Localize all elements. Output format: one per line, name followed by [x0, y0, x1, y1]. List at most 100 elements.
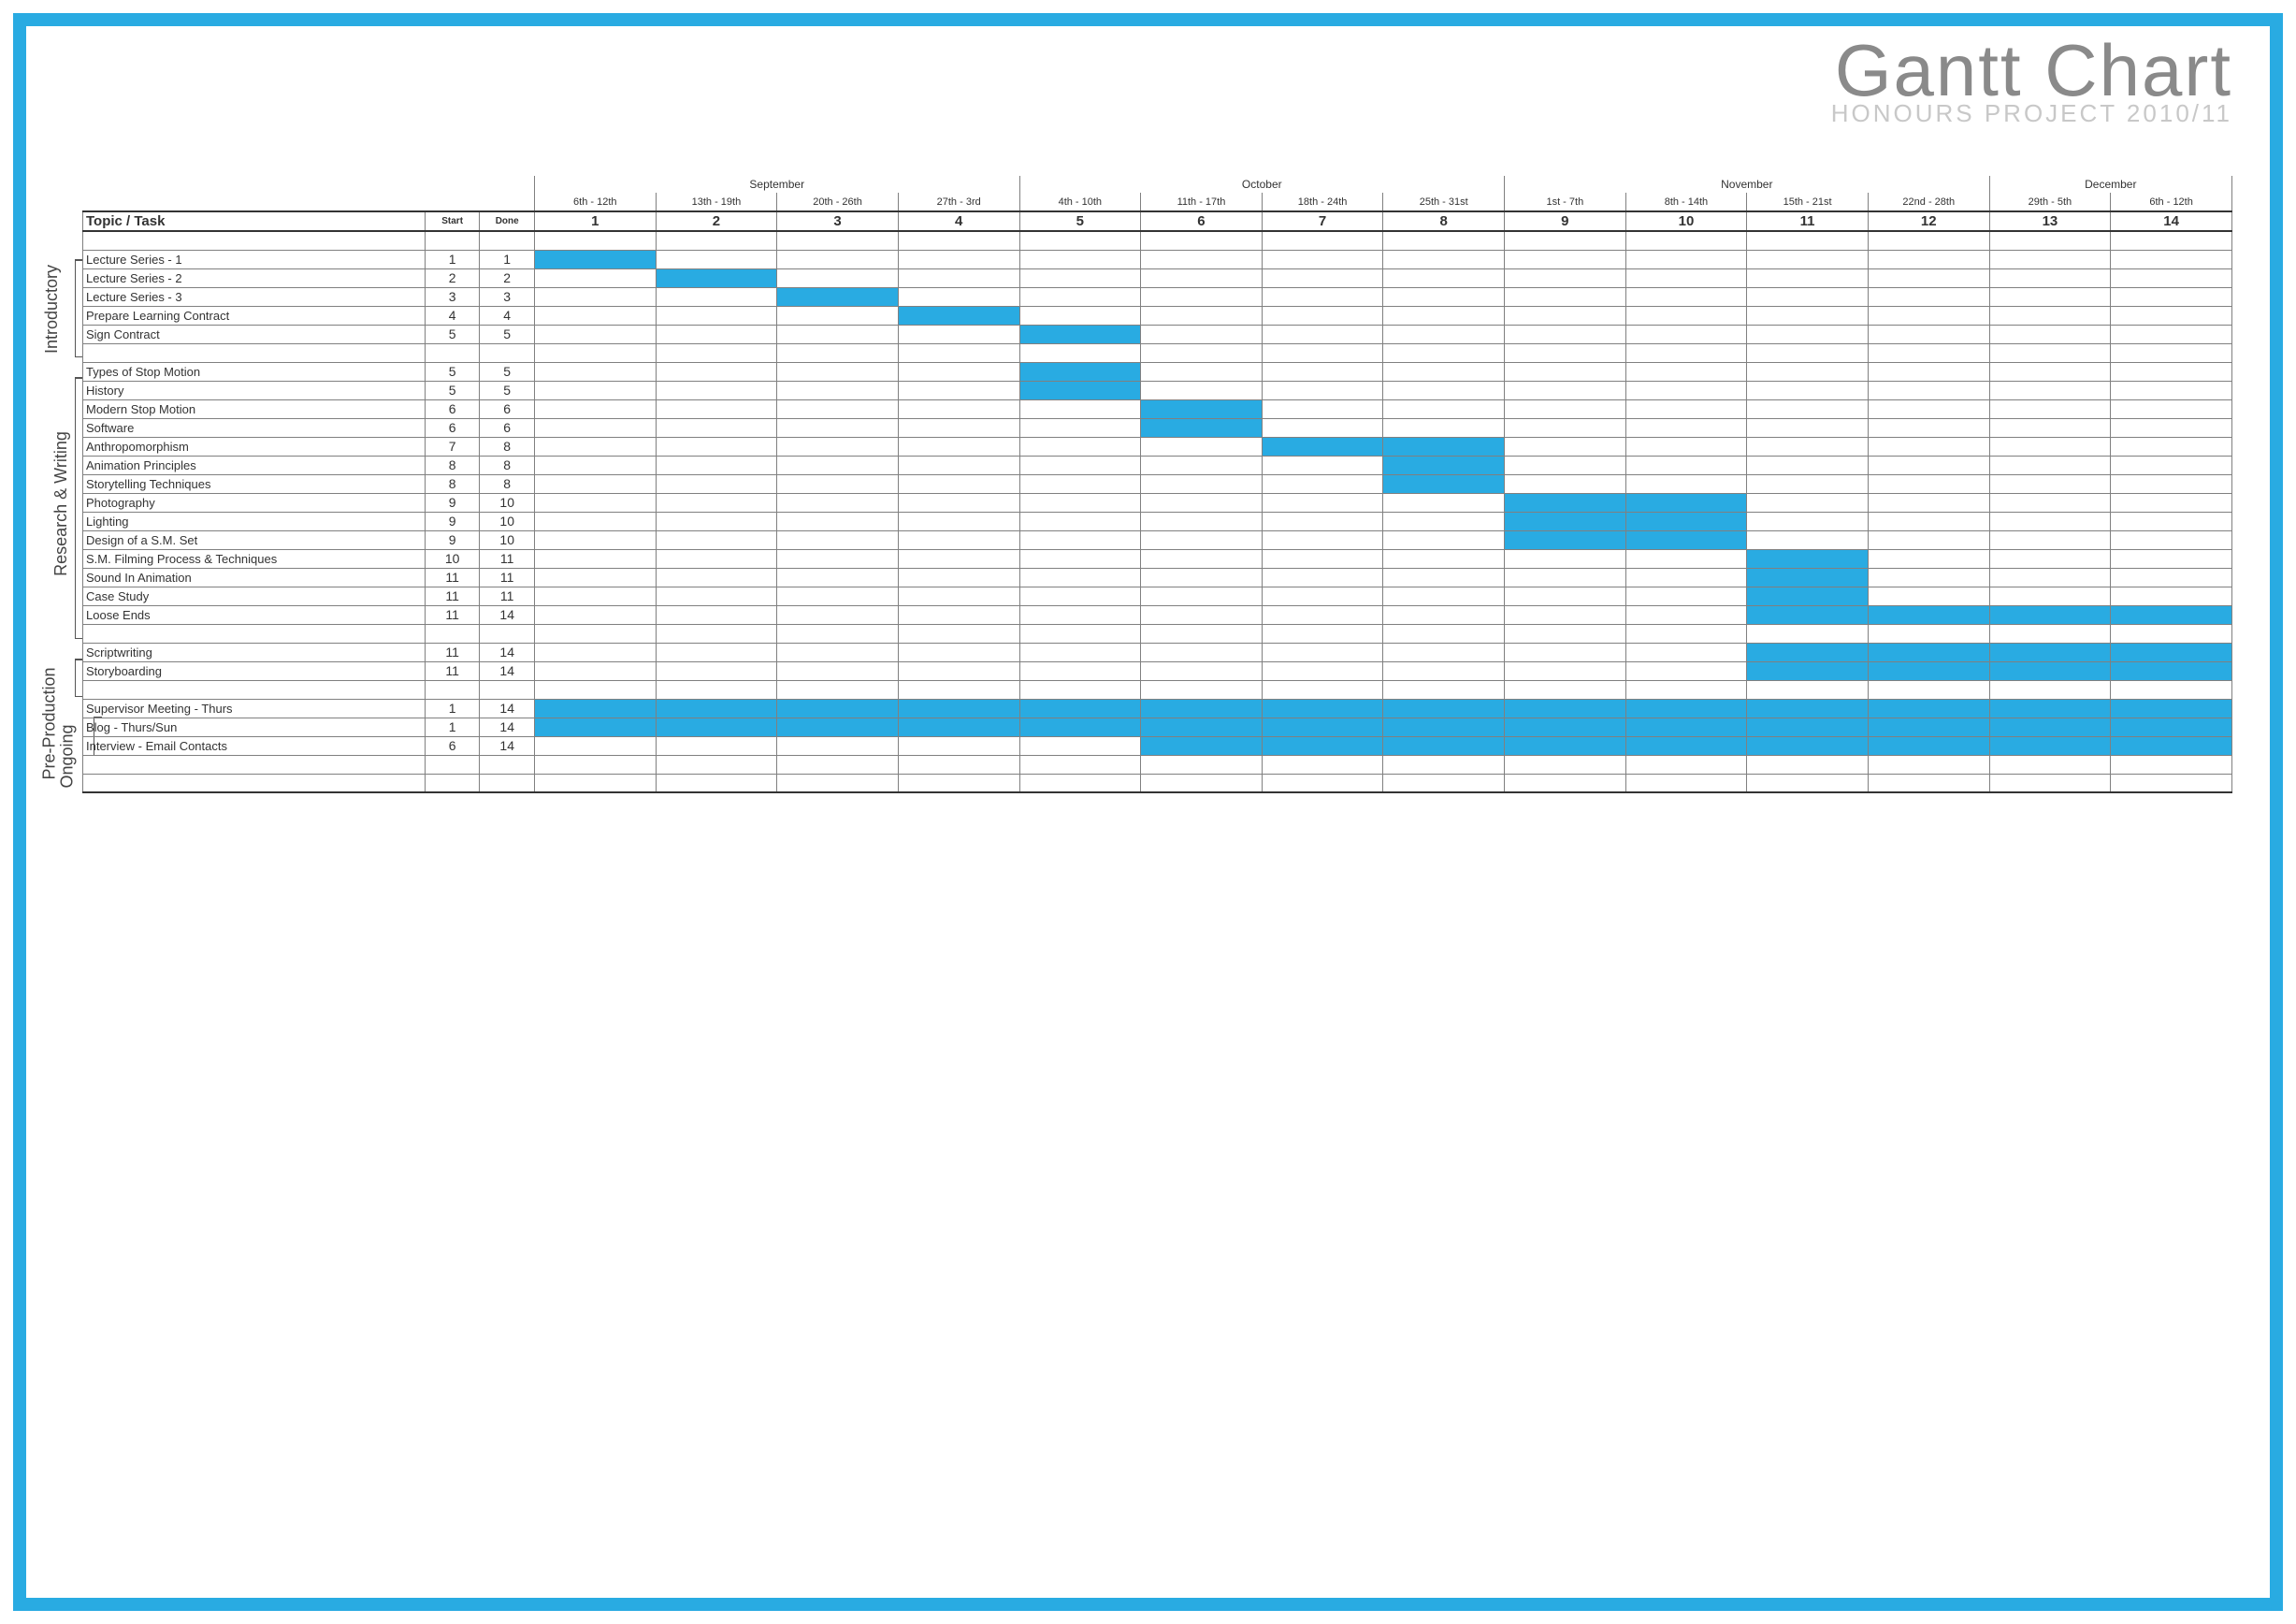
- gantt-cell: [2111, 643, 2232, 661]
- gantt-cell: [1868, 474, 1989, 493]
- gantt-cell: [1383, 774, 1505, 792]
- gantt-cell: [1019, 287, 1141, 306]
- gantt-cell: [1505, 624, 1626, 643]
- gantt-cell: [1505, 474, 1626, 493]
- gantt-cell: [898, 549, 1019, 568]
- task-row: Animation Principles88: [83, 456, 2232, 474]
- gantt-cell: [2111, 437, 2232, 456]
- gantt-cell: [1625, 306, 1747, 325]
- gantt-cell: [1625, 624, 1747, 643]
- task-row: Scriptwriting1114: [83, 643, 2232, 661]
- gantt-cell: [1505, 250, 1626, 268]
- gantt-cell: [898, 736, 1019, 755]
- gantt-cell: [534, 474, 656, 493]
- gantt-cell: [1625, 718, 1747, 736]
- gantt-cell: [1625, 568, 1747, 587]
- gantt-cell: [1019, 231, 1141, 250]
- task-row: Storyboarding1114: [83, 661, 2232, 680]
- gantt-cell: [656, 718, 777, 736]
- gantt-cell: [1019, 549, 1141, 568]
- gantt-cell: [1019, 250, 1141, 268]
- gantt-cell: [534, 493, 656, 512]
- gantt-cell: [1019, 587, 1141, 605]
- title-block: Gantt Chart HONOURS PROJECT 2010/11: [1831, 34, 2232, 128]
- gantt-cell: [898, 605, 1019, 624]
- gantt-cell: [1141, 456, 1263, 474]
- gantt-cell: [1868, 699, 1989, 718]
- gantt-cell: [1383, 381, 1505, 399]
- gantt-cell: [1868, 643, 1989, 661]
- gantt-cell: [1868, 493, 1989, 512]
- gantt-cell: [1019, 680, 1141, 699]
- task-name: S.M. Filming Process & Techniques: [83, 549, 426, 568]
- spacer-row: [83, 624, 2232, 643]
- task-done: 6: [480, 399, 535, 418]
- gantt-cell: [1989, 456, 2111, 474]
- gantt-cell: [777, 587, 899, 605]
- gantt-cell: [1505, 699, 1626, 718]
- gantt-cell: [2111, 774, 2232, 792]
- task-done: 10: [480, 493, 535, 512]
- task-done: 10: [480, 512, 535, 530]
- task-start: 5: [425, 362, 480, 381]
- gantt-cell: [1262, 381, 1383, 399]
- gantt-cell: [1747, 624, 1869, 643]
- task-start: 11: [425, 605, 480, 624]
- task-row: Anthropomorphism78: [83, 437, 2232, 456]
- task-start: 9: [425, 493, 480, 512]
- gantt-cell: [1747, 718, 1869, 736]
- gantt-cell: [2111, 699, 2232, 718]
- gantt-cell: [777, 643, 899, 661]
- gantt-cell: [1868, 437, 1989, 456]
- week-header: 10: [1625, 211, 1747, 231]
- date-header: 25th - 31st: [1383, 193, 1505, 211]
- gantt-cell: [1868, 306, 1989, 325]
- gantt-cell: [1019, 474, 1141, 493]
- task-start: 1: [425, 718, 480, 736]
- gantt-cell: [1747, 231, 1869, 250]
- task-row: Blog - Thurs/Sun114: [83, 718, 2232, 736]
- gantt-cell: [1625, 399, 1747, 418]
- date-header: 1st - 7th: [1505, 193, 1626, 211]
- gantt-cell: [534, 343, 656, 362]
- task-row: Lecture Series - 111: [83, 250, 2232, 268]
- gantt-cell: [1505, 661, 1626, 680]
- month-header: December: [1989, 176, 2231, 193]
- gantt-cell: [898, 268, 1019, 287]
- gantt-cell: [1141, 530, 1263, 549]
- gantt-cell: [1989, 605, 2111, 624]
- gantt-cell: [1262, 250, 1383, 268]
- gantt-cell: [2111, 568, 2232, 587]
- gantt-cell: [1989, 437, 2111, 456]
- task-row: Software66: [83, 418, 2232, 437]
- gantt-cell: [1747, 512, 1869, 530]
- gantt-cell: [1019, 399, 1141, 418]
- gantt-cell: [1747, 774, 1869, 792]
- task-name: Types of Stop Motion: [83, 362, 426, 381]
- gantt-cell: [1868, 231, 1989, 250]
- gantt-cell: [2111, 718, 2232, 736]
- gantt-cell: [1383, 437, 1505, 456]
- gantt-cell: [1625, 231, 1747, 250]
- month-header: October: [1019, 176, 1505, 193]
- gantt-table: SeptemberOctoberNovemberDecember6th - 12…: [82, 176, 2232, 793]
- week-header: 4: [898, 211, 1019, 231]
- gantt-cell: [1989, 755, 2111, 774]
- gantt-cell: [1141, 399, 1263, 418]
- gantt-cell: [1625, 362, 1747, 381]
- gantt-cell: [534, 512, 656, 530]
- gantt-cell: [1868, 399, 1989, 418]
- gantt-cell: [1747, 699, 1869, 718]
- gantt-cell: [1868, 381, 1989, 399]
- section-label-research: Research & Writing: [51, 431, 71, 576]
- task-row: History55: [83, 381, 2232, 399]
- gantt-cell: [1383, 605, 1505, 624]
- gantt-cell: [1262, 474, 1383, 493]
- gantt-cell: [1019, 568, 1141, 587]
- page-subtitle: HONOURS PROJECT 2010/11: [1831, 99, 2232, 128]
- gantt-cell: [1019, 605, 1141, 624]
- gantt-cell: [1262, 418, 1383, 437]
- gantt-cell: [534, 699, 656, 718]
- gantt-cell: [1019, 512, 1141, 530]
- task-done: 2: [480, 268, 535, 287]
